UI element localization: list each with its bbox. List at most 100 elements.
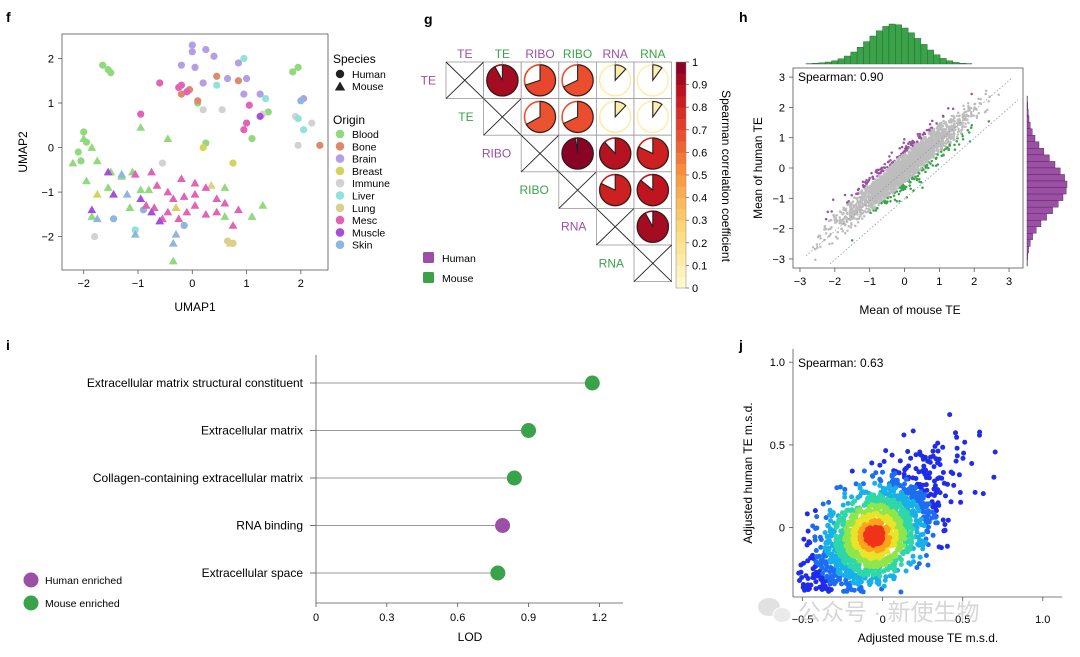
panel-j-point bbox=[930, 448, 936, 454]
panel-h-point bbox=[906, 142, 910, 146]
panel-j-point bbox=[940, 444, 946, 450]
panel-j-point bbox=[819, 587, 825, 592]
panel-h-point bbox=[932, 138, 936, 142]
panel-f-point-human-50 bbox=[137, 110, 145, 118]
panel-f-point-mouse-116 bbox=[117, 169, 127, 178]
panel-j-point bbox=[814, 514, 820, 520]
panel-h-point bbox=[937, 123, 941, 127]
panel-h-point bbox=[845, 212, 849, 216]
panel-h-point bbox=[940, 154, 943, 158]
panel-j-xtick-label-0: −0.5 bbox=[792, 614, 814, 626]
panel-j-point bbox=[849, 501, 855, 507]
panel-f-point-human-15 bbox=[194, 97, 202, 105]
panel-h-point bbox=[964, 122, 967, 125]
panel-j-point bbox=[851, 587, 857, 593]
panel-h-point bbox=[882, 195, 886, 199]
panel-h-point bbox=[843, 193, 847, 197]
panel-h-point bbox=[911, 149, 914, 153]
panel-h-point bbox=[942, 119, 945, 123]
panel-h-top-hist-bar-12 bbox=[882, 26, 890, 65]
panel-i-dot-3 bbox=[495, 518, 511, 533]
panel-f-origin-swatch-lung bbox=[335, 203, 345, 213]
panel-h-point bbox=[894, 186, 898, 190]
panel-h-point bbox=[956, 118, 959, 122]
panel-j-point bbox=[910, 428, 916, 434]
panel-h-point bbox=[956, 111, 960, 115]
panel-h-point bbox=[929, 142, 933, 146]
panel-h-point bbox=[877, 172, 880, 175]
panel-h-point bbox=[937, 130, 941, 134]
panel-h-point bbox=[838, 221, 841, 225]
panel-h-top-hist-bar-16 bbox=[907, 32, 915, 65]
panel-h-point bbox=[887, 171, 891, 175]
panel-i-category-label-3: RNA binding bbox=[236, 519, 303, 533]
panel-h-point bbox=[966, 102, 970, 105]
panel-j-point bbox=[917, 554, 923, 560]
panel-f-origin-swatch-skin bbox=[335, 240, 345, 249]
panel-h-top-hist-bar-24 bbox=[959, 63, 966, 65]
panel-h-point bbox=[930, 159, 934, 163]
panel-j-point bbox=[872, 532, 877, 538]
panel-h-point bbox=[864, 199, 868, 203]
panel-i-xtick-label-3: 0.9 bbox=[521, 612, 536, 624]
panel-j-point bbox=[962, 439, 968, 445]
panel-h-point bbox=[941, 139, 944, 143]
panel-h-point bbox=[867, 209, 871, 212]
panel-f-xtick-label-3: 1 bbox=[244, 278, 250, 290]
panel-h-point bbox=[855, 203, 858, 207]
panel-h-point bbox=[908, 184, 911, 187]
panel-h-top-hist-bar-17 bbox=[914, 38, 922, 65]
panel-h-top-hist-bar-6 bbox=[844, 55, 851, 65]
panel-h-point bbox=[830, 226, 833, 229]
panel-h-point bbox=[850, 194, 854, 197]
panel-h-point bbox=[912, 189, 915, 192]
panel-g-col-label-4: RNA bbox=[603, 47, 628, 61]
panel-h-point bbox=[889, 190, 893, 193]
panel-h-point bbox=[903, 137, 906, 141]
panel-h-point bbox=[937, 148, 940, 151]
panel-j-point bbox=[837, 484, 843, 490]
panel-h-right-hist-bar-16 bbox=[1026, 200, 1059, 208]
panel-f-ytick-label-4: 2 bbox=[48, 53, 54, 65]
panel-h-point bbox=[868, 176, 871, 180]
panel-h-point bbox=[872, 207, 876, 210]
panel-f-origin-label-liver: Liver bbox=[352, 191, 375, 203]
panel-h-point bbox=[915, 140, 919, 143]
panel-j-point bbox=[850, 579, 856, 585]
panel-h-lower-threshold-line bbox=[829, 99, 1019, 265]
panel-h-point bbox=[928, 132, 931, 136]
panel-f-point-mouse-86 bbox=[225, 238, 235, 247]
legend-species-human: Human bbox=[352, 69, 386, 81]
panel-h-point bbox=[950, 125, 954, 128]
panel-f-point-human-25 bbox=[223, 74, 232, 83]
panel-h-point bbox=[929, 154, 932, 157]
panel-j-point bbox=[853, 572, 859, 578]
panel-h-point bbox=[816, 246, 819, 249]
panel-h-point bbox=[844, 207, 848, 210]
panel-j-point bbox=[961, 450, 967, 456]
panel-h-top-hist-bar-11 bbox=[876, 30, 883, 65]
panel-f-point-mouse-83 bbox=[92, 189, 102, 198]
panel-f-point-human-2 bbox=[107, 69, 115, 77]
panel-j-point bbox=[918, 522, 924, 528]
legend-human-circle-icon bbox=[335, 69, 345, 79]
panel-h-point bbox=[953, 148, 957, 151]
panel-f-xtick-label-2: 0 bbox=[189, 278, 195, 290]
panel-g-colorbar: 00.10.20.30.40.50.60.70.80.91 bbox=[675, 57, 707, 295]
panel-j-point bbox=[894, 547, 900, 553]
panel-h-point bbox=[920, 151, 923, 154]
panel-i-category-label-4: Extracellular space bbox=[202, 566, 304, 580]
panel-h-point bbox=[850, 239, 854, 242]
panel-h-point bbox=[892, 181, 895, 185]
panel-j-point bbox=[882, 568, 887, 574]
panel-g-pie-wedge-4-5 bbox=[636, 210, 669, 243]
panel-j-point bbox=[908, 525, 914, 531]
panel-h-point bbox=[891, 160, 894, 164]
panel-h-point bbox=[898, 155, 902, 159]
panel-h-point bbox=[849, 202, 853, 205]
panel-f-point-mouse-94 bbox=[220, 198, 230, 207]
panel-h-point bbox=[823, 228, 826, 231]
panel-f-letter: f bbox=[6, 9, 11, 25]
panel-j-point bbox=[862, 490, 867, 496]
panel-j-xtick-label-1: 0 bbox=[880, 614, 886, 626]
